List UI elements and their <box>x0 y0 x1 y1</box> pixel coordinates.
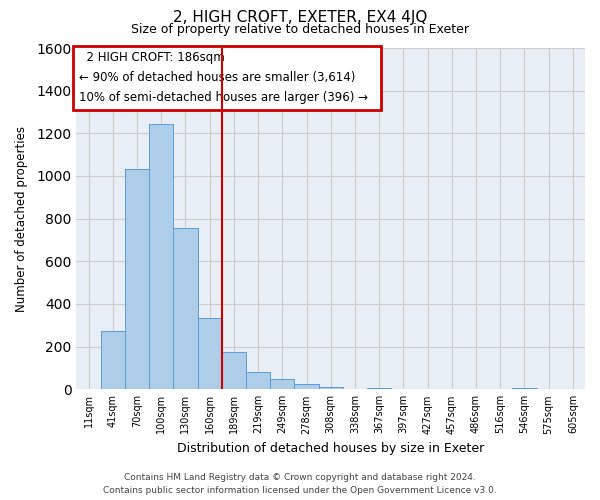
Bar <box>295 384 319 390</box>
X-axis label: Distribution of detached houses by size in Exeter: Distribution of detached houses by size … <box>177 442 484 455</box>
Bar <box>149 124 173 390</box>
Bar <box>367 388 391 390</box>
Bar <box>222 352 246 390</box>
Bar <box>101 330 125 390</box>
Bar <box>173 228 197 390</box>
Text: Size of property relative to detached houses in Exeter: Size of property relative to detached ho… <box>131 22 469 36</box>
Bar <box>125 168 149 390</box>
Y-axis label: Number of detached properties: Number of detached properties <box>15 126 28 312</box>
Bar <box>319 386 343 390</box>
Bar <box>246 372 270 390</box>
Text: Contains HM Land Registry data © Crown copyright and database right 2024.
Contai: Contains HM Land Registry data © Crown c… <box>103 474 497 495</box>
Bar <box>270 378 295 390</box>
Text: 2 HIGH CROFT: 186sqm
← 90% of detached houses are smaller (3,614)
10% of semi-de: 2 HIGH CROFT: 186sqm ← 90% of detached h… <box>79 52 376 104</box>
Text: 2, HIGH CROFT, EXETER, EX4 4JQ: 2, HIGH CROFT, EXETER, EX4 4JQ <box>173 10 427 25</box>
Bar <box>512 388 536 390</box>
Bar <box>197 318 222 390</box>
